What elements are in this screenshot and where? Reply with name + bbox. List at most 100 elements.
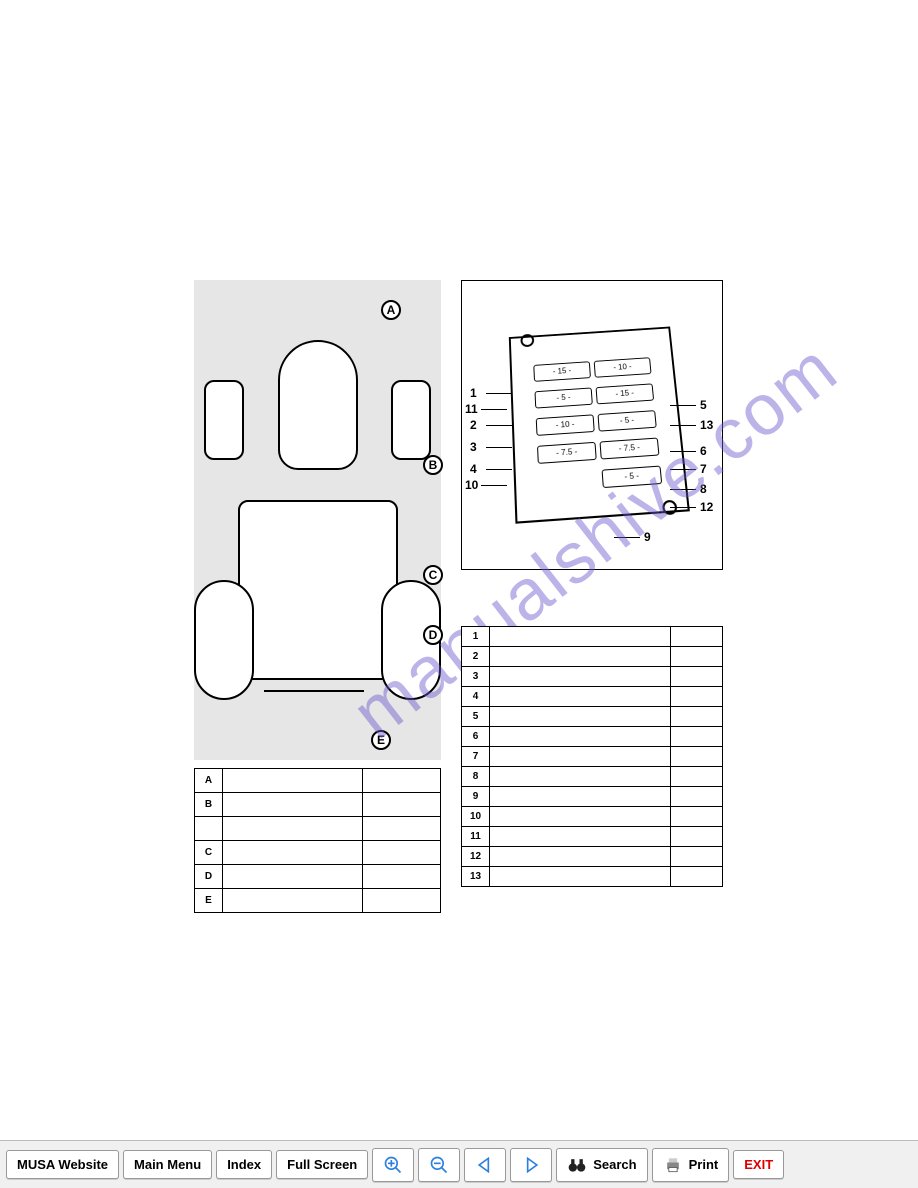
button-label: Full Screen <box>287 1157 357 1172</box>
table-cell <box>490 747 671 767</box>
table-cell: 10 <box>462 807 490 827</box>
table-cell <box>671 627 723 647</box>
leader-line <box>481 485 507 486</box>
table-cell <box>363 889 441 913</box>
table-cell <box>671 727 723 747</box>
table-cell <box>490 787 671 807</box>
leader-line <box>670 507 696 508</box>
main-menu-button[interactable]: Main Menu <box>123 1150 212 1179</box>
table-cell <box>223 841 363 865</box>
table-cell <box>363 793 441 817</box>
table-cell: 9 <box>462 787 490 807</box>
table-row: 5 <box>462 707 723 727</box>
table-row: E <box>195 889 441 913</box>
fuse-plate: - 15 - - 5 - - 10 - - 7.5 - - 10 - - 15 … <box>509 327 690 524</box>
fuse-slot: - 10 - <box>594 357 652 378</box>
table-row: C <box>195 841 441 865</box>
fuse-number-label: 3 <box>470 440 477 454</box>
table-row: 10 <box>462 807 723 827</box>
pdf-toolbar: MUSA Website Main Menu Index Full Screen… <box>0 1140 918 1188</box>
tractor-hood <box>278 340 358 470</box>
table-cell <box>490 827 671 847</box>
table-cell <box>671 867 723 887</box>
three-point-hitch <box>264 690 364 750</box>
fuse-slot: - 10 - <box>536 414 595 436</box>
mounting-bolt-icon <box>520 334 534 348</box>
fuse-column-left: - 15 - - 5 - - 10 - - 7.5 - <box>533 361 596 464</box>
fuse-number-label: 4 <box>470 462 477 476</box>
callout-e: E <box>371 730 391 750</box>
leader-line <box>670 451 696 452</box>
fuse-table: 12345678910111213 <box>461 626 723 887</box>
fuse-number-label: 7 <box>700 462 707 476</box>
fuse-number-label: 10 <box>465 478 478 492</box>
table-cell: B <box>195 793 223 817</box>
table-cell <box>490 687 671 707</box>
button-label: Index <box>227 1157 261 1172</box>
table-row: 13 <box>462 867 723 887</box>
table-cell <box>671 767 723 787</box>
table-cell <box>490 647 671 667</box>
table-cell: 6 <box>462 727 490 747</box>
musa-website-button[interactable]: MUSA Website <box>6 1150 119 1179</box>
fuse-slot: - 5 - <box>602 466 663 489</box>
table-cell: 4 <box>462 687 490 707</box>
table-row: 6 <box>462 727 723 747</box>
fuse-number-label: 6 <box>700 444 707 458</box>
leader-line <box>670 425 696 426</box>
table-cell: 7 <box>462 747 490 767</box>
tractor-top-view-diagram: A B C D E <box>194 280 441 760</box>
table-cell: 2 <box>462 647 490 667</box>
table-cell: 13 <box>462 867 490 887</box>
leader-line <box>486 393 512 394</box>
callout-table: ABCDE <box>194 768 441 913</box>
leader-line <box>486 425 512 426</box>
button-label: Print <box>689 1157 719 1172</box>
table-row: 7 <box>462 747 723 767</box>
fuse-number-label: 11 <box>465 402 478 416</box>
fuse-number-label: 12 <box>700 500 713 514</box>
triangle-left-icon <box>475 1155 495 1175</box>
table-cell <box>671 807 723 827</box>
table-cell: E <box>195 889 223 913</box>
callout-a: A <box>381 300 401 320</box>
table-cell <box>671 647 723 667</box>
table-cell <box>363 817 441 841</box>
table-cell <box>490 627 671 647</box>
index-button[interactable]: Index <box>216 1150 272 1179</box>
fuse-slot: - 15 - <box>533 361 591 382</box>
table-cell <box>490 767 671 787</box>
button-label: Main Menu <box>134 1157 201 1172</box>
table-cell <box>671 827 723 847</box>
leader-line <box>670 489 696 490</box>
table-row: 1 <box>462 627 723 647</box>
triangle-right-icon <box>521 1155 541 1175</box>
table-row: 8 <box>462 767 723 787</box>
fuse-number-label: 5 <box>700 398 707 412</box>
button-label: MUSA Website <box>17 1157 108 1172</box>
table-cell <box>490 707 671 727</box>
leader-line <box>670 469 696 470</box>
callout-c: C <box>423 565 443 585</box>
print-button[interactable]: Print <box>652 1148 730 1182</box>
table-cell: 5 <box>462 707 490 727</box>
next-page-button[interactable] <box>510 1148 552 1182</box>
table-row <box>195 817 441 841</box>
table-cell: 3 <box>462 667 490 687</box>
leader-line <box>670 405 696 406</box>
search-button[interactable]: Search <box>556 1148 647 1182</box>
fuse-number-label: 9 <box>644 530 651 544</box>
zoom-out-button[interactable] <box>418 1148 460 1182</box>
table-cell <box>223 793 363 817</box>
table-cell <box>363 865 441 889</box>
exit-button[interactable]: EXIT <box>733 1150 784 1179</box>
full-screen-button[interactable]: Full Screen <box>276 1150 368 1179</box>
table-cell <box>363 841 441 865</box>
table-cell: 11 <box>462 827 490 847</box>
callout-d: D <box>423 625 443 645</box>
table-cell <box>223 889 363 913</box>
table-row: 11 <box>462 827 723 847</box>
zoom-in-button[interactable] <box>372 1148 414 1182</box>
prev-page-button[interactable] <box>464 1148 506 1182</box>
table-row: 4 <box>462 687 723 707</box>
